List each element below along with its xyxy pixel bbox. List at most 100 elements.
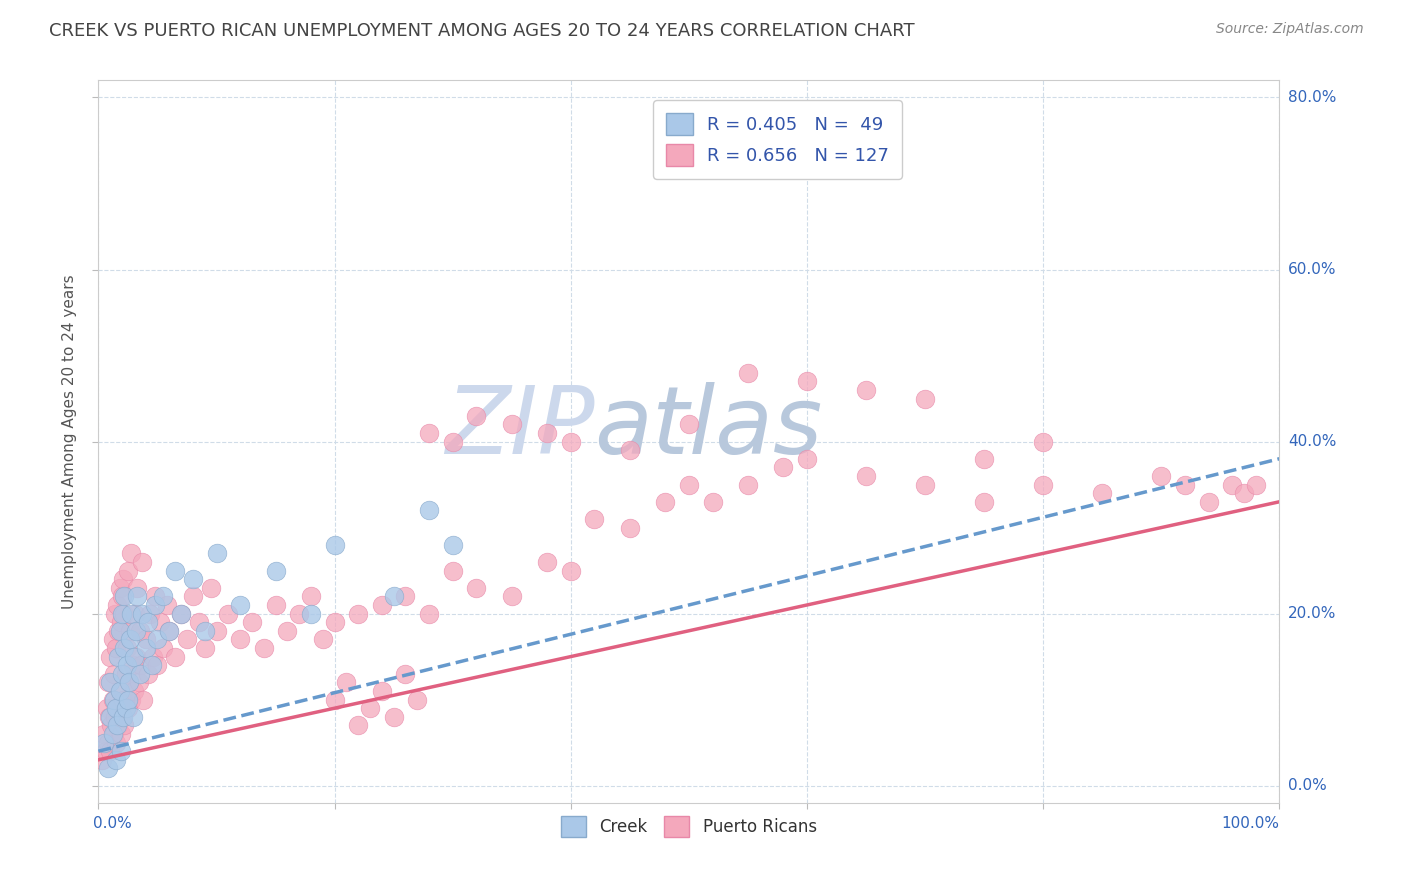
Text: 0.0%: 0.0% — [1288, 778, 1326, 793]
Point — [181, 572, 204, 586]
Point — [143, 598, 166, 612]
Point — [152, 590, 174, 604]
Point — [157, 624, 180, 638]
Point — [465, 409, 488, 423]
Point — [217, 607, 239, 621]
Point — [501, 417, 523, 432]
Point — [619, 520, 641, 534]
Point — [323, 538, 346, 552]
Point — [121, 692, 143, 706]
Point — [441, 538, 464, 552]
Point — [125, 649, 148, 664]
Point — [229, 632, 252, 647]
Point — [1032, 434, 1054, 449]
Point — [107, 718, 129, 732]
Point — [111, 666, 134, 681]
Point — [127, 581, 149, 595]
Point — [914, 392, 936, 406]
Point — [101, 692, 124, 706]
Point — [194, 640, 217, 655]
Point — [98, 710, 121, 724]
Point — [118, 675, 141, 690]
Point — [127, 590, 149, 604]
Point — [108, 684, 131, 698]
Point — [323, 615, 346, 630]
Text: atlas: atlas — [595, 382, 823, 473]
Point — [418, 503, 440, 517]
Point — [418, 607, 440, 621]
Point — [104, 710, 127, 724]
Point — [139, 607, 162, 621]
Point — [359, 701, 381, 715]
Point — [914, 477, 936, 491]
Point — [335, 675, 357, 690]
Point — [181, 590, 204, 604]
Point — [108, 684, 131, 698]
Point — [264, 564, 287, 578]
Point — [97, 735, 120, 749]
Point — [111, 710, 134, 724]
Point — [112, 590, 135, 604]
Text: 40.0%: 40.0% — [1288, 434, 1336, 449]
Point — [97, 761, 120, 775]
Point — [142, 649, 165, 664]
Point — [136, 615, 159, 630]
Point — [98, 744, 121, 758]
Point — [152, 640, 174, 655]
Point — [347, 718, 370, 732]
Point — [97, 675, 120, 690]
Point — [94, 744, 117, 758]
Point — [112, 692, 135, 706]
Point — [299, 590, 322, 604]
Point — [536, 555, 558, 569]
Point — [93, 735, 115, 749]
Point — [299, 607, 322, 621]
Point — [855, 383, 877, 397]
Point — [796, 451, 818, 466]
Point — [501, 590, 523, 604]
Point — [98, 675, 121, 690]
Point — [96, 701, 118, 715]
Point — [323, 692, 346, 706]
Point — [1220, 477, 1243, 491]
Point — [441, 564, 464, 578]
Point — [973, 451, 995, 466]
Point — [111, 607, 134, 621]
Point — [772, 460, 794, 475]
Point — [107, 624, 129, 638]
Point — [194, 624, 217, 638]
Point — [253, 640, 276, 655]
Point — [101, 727, 124, 741]
Point — [1244, 477, 1267, 491]
Point — [107, 649, 129, 664]
Point — [112, 710, 135, 724]
Point — [205, 546, 228, 560]
Point — [165, 649, 187, 664]
Point — [382, 710, 405, 724]
Point — [143, 590, 166, 604]
Point — [121, 546, 143, 560]
Point — [98, 649, 121, 664]
Point — [118, 675, 141, 690]
Point — [1150, 469, 1173, 483]
Point — [170, 607, 193, 621]
Point — [121, 710, 143, 724]
Point — [125, 624, 148, 638]
Point — [105, 701, 128, 715]
Point — [103, 692, 125, 706]
Point — [115, 658, 138, 673]
Point — [117, 692, 139, 706]
Legend: Creek, Puerto Ricans: Creek, Puerto Ricans — [553, 808, 825, 845]
Point — [347, 607, 370, 621]
Point — [1091, 486, 1114, 500]
Point — [128, 624, 150, 638]
Point — [678, 417, 700, 432]
Point — [156, 598, 179, 612]
Point — [121, 658, 143, 673]
Point — [1198, 494, 1220, 508]
Point — [117, 701, 139, 715]
Point — [654, 494, 676, 508]
Point — [120, 624, 142, 638]
Text: 60.0%: 60.0% — [1288, 262, 1336, 277]
Point — [117, 564, 139, 578]
